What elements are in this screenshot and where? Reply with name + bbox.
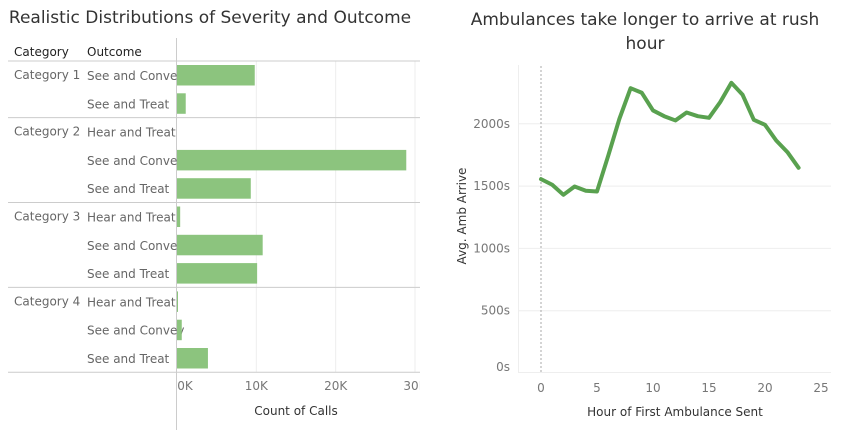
outcome-label: See and Treat bbox=[87, 352, 170, 366]
x-axis-title: Count of Calls bbox=[254, 404, 337, 418]
x-tick-label: 0K bbox=[177, 379, 194, 393]
outcome-label: Hear and Treat bbox=[87, 126, 176, 140]
bar bbox=[177, 348, 208, 369]
outcome-label: Hear and Treat bbox=[87, 211, 176, 225]
outcome-label: See and Treat bbox=[87, 97, 170, 111]
outcome-label: See and Treat bbox=[87, 267, 170, 281]
outcome-label: Hear and Treat bbox=[87, 295, 176, 309]
category-label: Category 2 bbox=[14, 125, 80, 139]
row-header-outcome: Outcome bbox=[87, 45, 142, 59]
bar-chart-title: Realistic Distributions of Severity and … bbox=[8, 8, 412, 28]
category-label: Category 3 bbox=[14, 210, 80, 224]
bar bbox=[177, 291, 178, 312]
bar bbox=[177, 206, 181, 227]
x-tick-label: 20 bbox=[757, 381, 772, 395]
y-tick-label: 500s bbox=[481, 304, 510, 318]
bar bbox=[177, 93, 186, 114]
category-label: Category 1 bbox=[14, 68, 80, 82]
bar bbox=[177, 65, 255, 86]
bar-chart: Category Outcome 0K 10K 20K 30K Category 1 See … bbox=[8, 38, 420, 430]
line-chart: 0s 500s 1000s 1500s 2000s 0 5 10 15 20 25 Hour of F… bbox=[455, 65, 831, 419]
y-tick-label: 1500s bbox=[473, 179, 510, 193]
outcome-label: See and Convey bbox=[87, 239, 185, 253]
y-axis-title: Avg. Amb Arrive bbox=[455, 168, 469, 265]
x-axis-title: Hour of First Ambulance Sent bbox=[587, 405, 763, 419]
outcome-label: See and Convey bbox=[87, 69, 185, 83]
x-tick-label: 10 bbox=[645, 381, 660, 395]
bar bbox=[177, 319, 182, 341]
bar bbox=[177, 178, 251, 199]
x-tick-label: 10K bbox=[245, 379, 269, 393]
bar bbox=[177, 234, 263, 256]
outcome-label: See and Treat bbox=[87, 182, 170, 196]
y-tick-label: 1000s bbox=[473, 241, 510, 255]
bar bbox=[177, 149, 407, 171]
outcome-label: See and Convey bbox=[87, 324, 185, 338]
x-tick-label: 30K bbox=[403, 379, 420, 393]
x-tick-label: 0 bbox=[537, 381, 545, 395]
bar bbox=[177, 263, 258, 284]
y-tick-label: 2000s bbox=[473, 117, 510, 131]
outcome-label: See and Convey bbox=[87, 154, 185, 168]
line-chart-title: Ambulances take longer to arrive at rush… bbox=[470, 10, 820, 54]
x-tick-label: 25 bbox=[813, 381, 828, 395]
category-label: Category 4 bbox=[14, 294, 80, 308]
series-line bbox=[539, 80, 801, 197]
x-tick-label: 15 bbox=[701, 381, 716, 395]
y-tick-label: 0s bbox=[496, 360, 510, 374]
row-header-category: Category bbox=[14, 45, 69, 59]
x-tick-label: 20K bbox=[324, 379, 348, 393]
x-tick-label: 5 bbox=[593, 381, 601, 395]
